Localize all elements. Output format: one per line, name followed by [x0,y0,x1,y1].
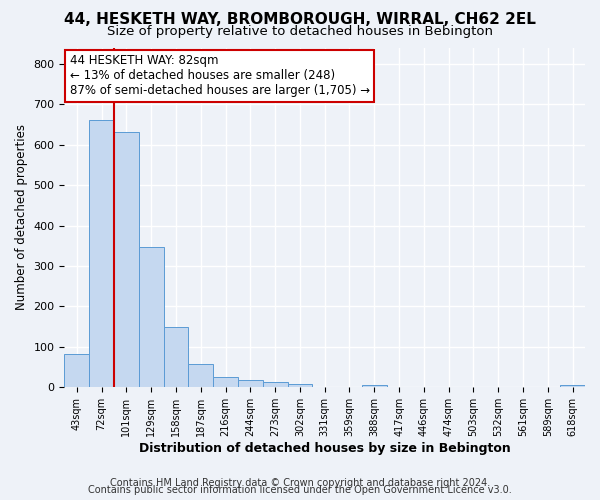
Bar [263,382,287,388]
Bar [238,380,263,388]
Bar [188,364,213,388]
Text: 44 HESKETH WAY: 82sqm
← 13% of detached houses are smaller (248)
87% of semi-det: 44 HESKETH WAY: 82sqm ← 13% of detached … [70,54,370,98]
Y-axis label: Number of detached properties: Number of detached properties [15,124,28,310]
X-axis label: Distribution of detached houses by size in Bebington: Distribution of detached houses by size … [139,442,511,455]
Bar [164,328,188,388]
Bar [114,132,139,388]
Bar [89,120,114,388]
Text: Contains HM Land Registry data © Crown copyright and database right 2024.: Contains HM Land Registry data © Crown c… [110,478,490,488]
Bar [139,246,164,388]
Text: 44, HESKETH WAY, BROMBOROUGH, WIRRAL, CH62 2EL: 44, HESKETH WAY, BROMBOROUGH, WIRRAL, CH… [64,12,536,28]
Bar [287,384,313,388]
Text: Size of property relative to detached houses in Bebington: Size of property relative to detached ho… [107,25,493,38]
Bar [213,377,238,388]
Bar [560,384,585,388]
Bar [362,384,386,388]
Text: Contains public sector information licensed under the Open Government Licence v3: Contains public sector information licen… [88,485,512,495]
Bar [64,354,89,388]
